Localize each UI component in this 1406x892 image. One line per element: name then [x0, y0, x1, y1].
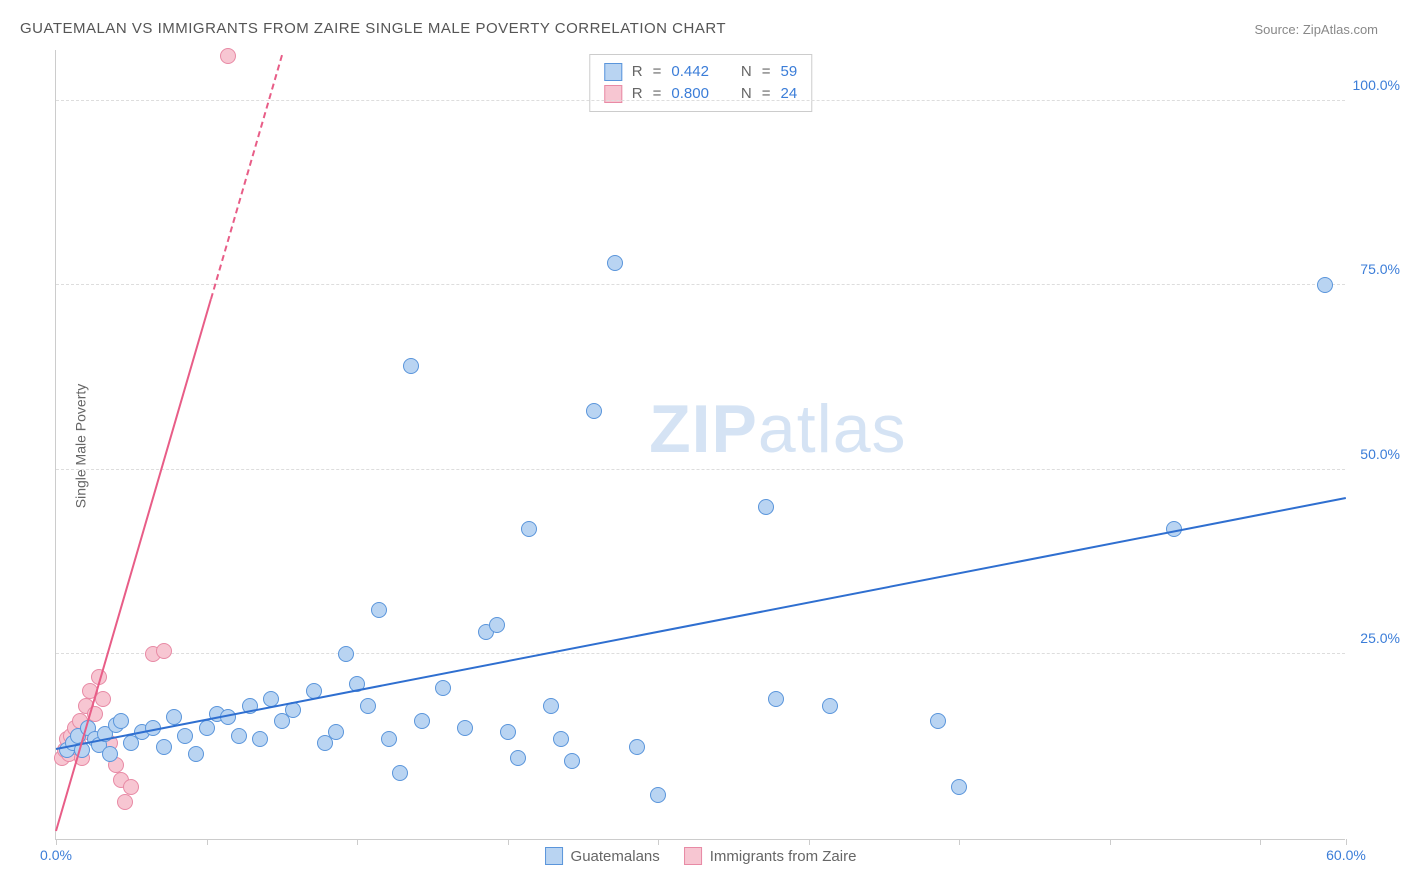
gridline	[56, 653, 1345, 654]
data-point	[102, 746, 118, 762]
x-tick	[508, 839, 509, 845]
watermark-light: atlas	[758, 391, 907, 467]
x-tick	[1110, 839, 1111, 845]
data-point	[220, 48, 236, 64]
data-point	[543, 698, 559, 714]
n-label: N	[741, 83, 752, 105]
data-point	[510, 750, 526, 766]
data-point	[156, 643, 172, 659]
r-label: R	[632, 83, 643, 105]
data-point	[403, 358, 419, 374]
y-tick-label: 100.0%	[1353, 77, 1400, 93]
r-value-zaire: 0.800	[671, 83, 709, 105]
swatch-guatemalans	[545, 847, 563, 865]
watermark: ZIPatlas	[649, 390, 906, 468]
y-tick-label: 75.0%	[1360, 261, 1400, 277]
data-point	[328, 724, 344, 740]
x-tick	[207, 839, 208, 845]
n-label: N	[741, 61, 752, 83]
data-point	[95, 691, 111, 707]
data-point	[188, 746, 204, 762]
n-value-zaire: 24	[781, 83, 798, 105]
y-tick-label: 25.0%	[1360, 630, 1400, 646]
eq: =	[762, 83, 771, 105]
data-point	[414, 713, 430, 729]
x-tick	[959, 839, 960, 845]
data-point	[113, 713, 129, 729]
data-point	[500, 724, 516, 740]
data-point	[951, 779, 967, 795]
r-label: R	[632, 61, 643, 83]
eq: =	[762, 61, 771, 83]
y-tick-label: 50.0%	[1360, 446, 1400, 462]
data-point	[371, 602, 387, 618]
plot-area: ZIPatlas R = 0.442 N = 59 R = 0.800 N = …	[55, 50, 1345, 840]
watermark-bold: ZIP	[649, 391, 758, 467]
data-point	[123, 779, 139, 795]
data-point	[177, 728, 193, 744]
data-point	[629, 739, 645, 755]
data-point	[489, 617, 505, 633]
data-point	[156, 739, 172, 755]
data-point	[553, 731, 569, 747]
data-point	[1317, 277, 1333, 293]
swatch-zaire	[684, 847, 702, 865]
legend-item-guatemalans: Guatemalans	[545, 847, 660, 865]
trend-line-extrapolated	[210, 55, 283, 299]
x-tick	[1346, 839, 1347, 845]
x-tick-label: 60.0%	[1326, 847, 1366, 863]
data-point	[768, 691, 784, 707]
eq: =	[653, 61, 662, 83]
gridline	[56, 469, 1345, 470]
data-point	[822, 698, 838, 714]
r-value-guatemalans: 0.442	[671, 61, 709, 83]
data-point	[607, 255, 623, 271]
gridline	[56, 284, 1345, 285]
swatch-guatemalans	[604, 63, 622, 81]
data-point	[435, 680, 451, 696]
data-point	[758, 499, 774, 515]
data-point	[521, 521, 537, 537]
series-legend: Guatemalans Immigrants from Zaire	[545, 847, 857, 865]
data-point	[199, 720, 215, 736]
x-tick	[658, 839, 659, 845]
x-tick	[1260, 839, 1261, 845]
legend-label-zaire: Immigrants from Zaire	[710, 848, 857, 865]
n-value-guatemalans: 59	[781, 61, 798, 83]
data-point	[650, 787, 666, 803]
data-point	[117, 794, 133, 810]
data-point	[252, 731, 268, 747]
x-tick-label: 0.0%	[40, 847, 72, 863]
source-attribution: Source: ZipAtlas.com	[1254, 22, 1378, 37]
data-point	[930, 713, 946, 729]
gridline	[56, 100, 1345, 101]
x-tick	[56, 839, 57, 845]
data-point	[392, 765, 408, 781]
legend-item-zaire: Immigrants from Zaire	[684, 847, 857, 865]
data-point	[564, 753, 580, 769]
data-point	[457, 720, 473, 736]
data-point	[586, 403, 602, 419]
legend-row-zaire: R = 0.800 N = 24	[604, 83, 797, 105]
correlation-legend: R = 0.442 N = 59 R = 0.800 N = 24	[589, 54, 812, 112]
data-point	[338, 646, 354, 662]
x-tick	[357, 839, 358, 845]
data-point	[381, 731, 397, 747]
x-tick	[809, 839, 810, 845]
eq: =	[653, 83, 662, 105]
legend-row-guatemalans: R = 0.442 N = 59	[604, 61, 797, 83]
legend-label-guatemalans: Guatemalans	[571, 848, 660, 865]
chart-title: GUATEMALAN VS IMMIGRANTS FROM ZAIRE SING…	[20, 20, 726, 37]
data-point	[360, 698, 376, 714]
data-point	[231, 728, 247, 744]
